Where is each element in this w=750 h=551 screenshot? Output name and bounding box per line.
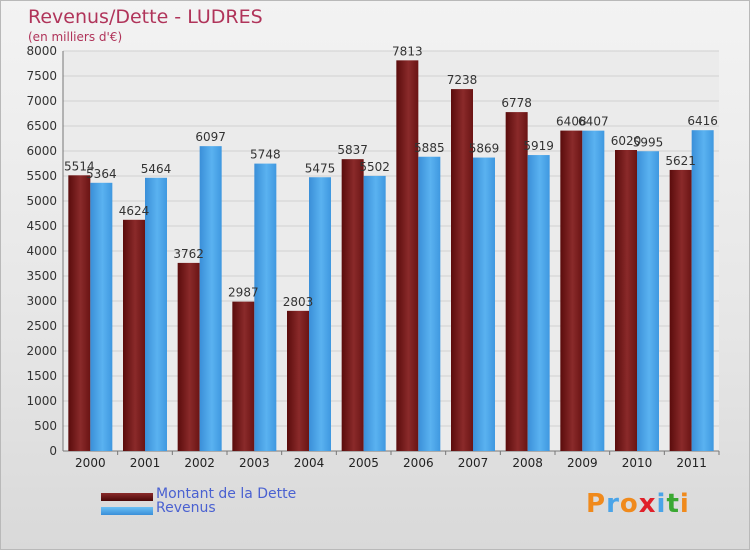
x-tick-label: 2006 <box>403 456 434 470</box>
logo-letter: o <box>619 489 639 519</box>
bar-revenue <box>473 157 495 452</box>
bar-revenue <box>309 177 331 451</box>
bar-debt <box>451 89 473 451</box>
y-tick-label: 3500 <box>26 269 57 283</box>
data-label-debt: 5621 <box>665 154 696 168</box>
data-label-debt: 5514 <box>64 159 95 173</box>
bar-debt <box>505 112 528 451</box>
data-label-debt: 4624 <box>119 204 150 218</box>
y-tick-label: 4500 <box>26 219 57 233</box>
data-label-revenue: 5919 <box>523 139 554 153</box>
y-tick-label: 0 <box>49 444 57 458</box>
legend-label-revenue: Revenus <box>156 500 216 516</box>
data-label-debt: 6408 <box>556 115 587 129</box>
logo-letter: P <box>586 489 607 519</box>
data-label-debt: 3762 <box>173 247 204 261</box>
logo-letter: x <box>638 489 657 519</box>
logo-letter: r <box>606 489 620 519</box>
data-label-revenue: 5748 <box>250 148 281 162</box>
y-tick-label: 1500 <box>26 369 57 383</box>
data-label-revenue: 5464 <box>141 162 172 176</box>
y-tick-label: 7500 <box>26 69 57 83</box>
x-tick-label: 2008 <box>512 456 543 470</box>
logo-letter: i <box>656 489 667 519</box>
bar-debt <box>615 150 637 451</box>
chart-subtitle: (en milliers d'€) <box>28 30 123 44</box>
x-tick-label: 2010 <box>622 456 653 470</box>
bar-revenue <box>145 177 167 452</box>
x-tick-label: 2003 <box>239 456 270 470</box>
bar-revenue <box>418 156 441 451</box>
y-tick-label: 3000 <box>26 294 57 308</box>
data-label-revenue: 5885 <box>414 141 445 155</box>
y-tick-label: 8000 <box>26 44 57 58</box>
data-label-debt: 7813 <box>392 44 423 58</box>
data-label-revenue: 5869 <box>469 142 500 156</box>
data-label-revenue: 5364 <box>86 167 117 181</box>
bar-revenue <box>582 130 605 451</box>
y-tick-label: 6500 <box>26 119 57 133</box>
bar-revenue <box>691 130 714 451</box>
bar-debt <box>232 301 255 451</box>
data-label-debt: 6020 <box>611 134 642 148</box>
bar-debt <box>669 169 692 451</box>
data-label-debt: 2987 <box>228 286 259 300</box>
x-tick-label: 2009 <box>567 456 598 470</box>
y-tick-label: 2000 <box>26 344 57 358</box>
bar-debt <box>123 219 145 451</box>
x-tick-label: 2007 <box>458 456 489 470</box>
data-label-revenue: 6097 <box>195 130 226 144</box>
data-label-debt: 6778 <box>501 96 532 110</box>
data-label-revenue: 5502 <box>359 160 390 174</box>
chart-title: Revenus/Dette - LUDRES <box>28 6 263 28</box>
bar-debt <box>396 60 419 451</box>
x-tick-label: 2011 <box>676 456 707 470</box>
bar-debt <box>177 262 200 451</box>
y-tick-label: 5500 <box>26 169 57 183</box>
x-tick-label: 2005 <box>348 456 379 470</box>
y-tick-label: 7000 <box>26 94 57 108</box>
logo-letter: t <box>666 489 680 519</box>
bar-debt <box>341 159 364 451</box>
x-tick-label: 2002 <box>184 456 215 470</box>
data-label-revenue: 6407 <box>578 115 609 129</box>
y-tick-label: 500 <box>34 419 57 433</box>
data-label-revenue: 5995 <box>633 135 664 149</box>
bar-revenue <box>527 155 550 452</box>
bar-debt <box>287 310 309 451</box>
bar-revenue <box>199 146 222 451</box>
legend-swatch-debt <box>101 493 153 501</box>
proxiti-logo: Proxiti <box>586 489 690 519</box>
legend-label-debt: Montant de la Dette <box>156 486 297 502</box>
y-tick-label: 2500 <box>26 319 57 333</box>
data-label-debt: 5837 <box>337 143 368 157</box>
data-label-debt: 2803 <box>283 295 314 309</box>
y-tick-label: 5000 <box>26 194 57 208</box>
data-label-debt: 7238 <box>447 73 478 87</box>
x-tick-label: 2001 <box>130 456 161 470</box>
y-tick-label: 4000 <box>26 244 57 258</box>
data-label-revenue: 6416 <box>687 114 718 128</box>
bar-revenue <box>363 175 386 451</box>
x-tick-label: 2004 <box>294 456 325 470</box>
y-tick-label: 1000 <box>26 394 57 408</box>
legend-swatch-revenue <box>101 507 153 515</box>
bar-debt <box>68 175 91 452</box>
data-label-revenue: 5475 <box>305 161 336 175</box>
bar-revenue <box>90 182 113 452</box>
logo-letter: i <box>679 489 690 519</box>
bar-revenue <box>254 163 277 451</box>
y-tick-label: 6000 <box>26 144 57 158</box>
x-tick-label: 2000 <box>75 456 106 470</box>
bar-debt <box>560 130 583 451</box>
bar-revenue <box>637 151 659 451</box>
